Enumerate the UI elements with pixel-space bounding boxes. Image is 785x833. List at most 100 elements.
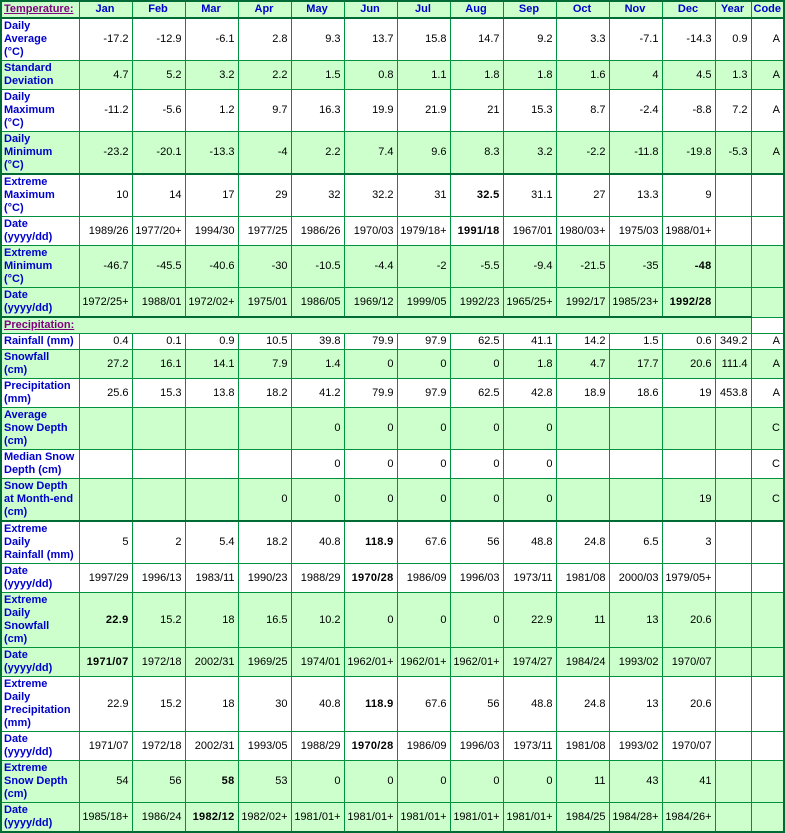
value-cell-dec: -14.3 (661, 17, 716, 61)
value-cell-dec: 1988/01+ (661, 216, 716, 246)
value-cell-aug: 0 (449, 760, 504, 803)
value-cell-jan (78, 407, 133, 450)
value-cell-code: C (750, 478, 785, 522)
value-cell-apr: 2.2 (237, 60, 292, 90)
value-cell-mar: 1.2 (184, 89, 239, 132)
value-cell-mar: 2002/31 (184, 731, 239, 761)
value-cell-may: 1974/01 (290, 647, 345, 677)
value-cell-jul: 31 (396, 173, 451, 217)
value-cell-jul: 21.9 (396, 89, 451, 132)
value-cell-apr: 30 (237, 676, 292, 732)
value-cell-dec: 1979/05+ (661, 563, 716, 593)
value-cell-oct: -21.5 (555, 245, 610, 288)
value-cell-may: 16.3 (290, 89, 345, 132)
value-cell-code (750, 520, 785, 564)
value-cell-sep: 22.9 (502, 592, 557, 648)
value-cell-code (750, 245, 785, 288)
value-cell-nov: 1975/03 (608, 216, 663, 246)
value-cell-apr (237, 449, 292, 479)
value-cell-may: 40.8 (290, 676, 345, 732)
value-cell-jun: 0 (343, 349, 398, 379)
value-cell-jul: 67.6 (396, 520, 451, 564)
value-cell-oct: 24.8 (555, 676, 610, 732)
value-cell-jun: 1981/01+ (343, 802, 398, 833)
value-cell-jan: 1997/29 (78, 563, 133, 593)
value-cell-year: 349.2 (714, 333, 752, 350)
row-label: Date (yyyy/dd) (0, 216, 80, 246)
value-cell-nov: 18.6 (608, 378, 663, 408)
value-cell-oct: 1981/08 (555, 563, 610, 593)
value-cell-year (714, 449, 752, 479)
value-cell-mar: -40.6 (184, 245, 239, 288)
value-cell-dec: 1970/07 (661, 731, 716, 761)
value-cell-jan (78, 449, 133, 479)
column-header-mar: Mar (184, 0, 239, 19)
table-row: Daily Maximum (°C) -11.2 -5.6 1.2 9.7 16.3 19.… (0, 89, 785, 132)
value-cell-aug: 1962/01+ (449, 647, 504, 677)
value-cell-mar: 5.4 (184, 520, 239, 564)
value-cell-feb: 1972/18 (131, 731, 186, 761)
value-cell-may: 0 (290, 760, 345, 803)
value-cell-year (714, 563, 752, 593)
value-cell-mar: 1983/11 (184, 563, 239, 593)
value-cell-year: 0.9 (714, 17, 752, 61)
value-cell-code (750, 647, 785, 677)
column-header-feb: Feb (131, 0, 186, 19)
value-cell-jan: 1971/07 (78, 647, 133, 677)
value-cell-mar: 1982/12 (184, 802, 239, 833)
value-cell-jul: -2 (396, 245, 451, 288)
value-cell-year (714, 520, 752, 564)
value-cell-aug: 0 (449, 478, 504, 522)
value-cell-oct (555, 449, 610, 479)
value-cell-mar: 1994/30 (184, 216, 239, 246)
table-row: Median Snow Depth (cm) 0 0 0 0 0 C (0, 449, 785, 479)
value-cell-mar: 3.2 (184, 60, 239, 90)
table-row: Standard Deviation 4.7 5.2 3.2 2.2 1.5 0.8 1.1 1… (0, 60, 785, 90)
value-cell-may: 1981/01+ (290, 802, 345, 833)
value-cell-year (714, 478, 752, 522)
table-row: Snowfall (cm) 27.2 16.1 14.1 7.9 1.4 0 0 0 1.8 4.7… (0, 349, 785, 379)
value-cell-dec: 41 (661, 760, 716, 803)
value-cell-apr: 29 (237, 173, 292, 217)
row-label: Extreme Snow Depth (cm) (0, 760, 80, 803)
value-cell-sep: 3.2 (502, 131, 557, 175)
value-cell-sep: 31.1 (502, 173, 557, 217)
value-cell-sep: 1974/27 (502, 647, 557, 677)
value-cell-apr: 1969/25 (237, 647, 292, 677)
table-row: Date (yyyy/dd) 1971/07 1972/18 2002/31 1969/… (0, 647, 785, 677)
table-row: Extreme Daily Snowfall (cm) 22.9 15.2 18 16.… (0, 592, 785, 648)
value-cell-year: 1.3 (714, 60, 752, 90)
value-cell-aug: 1.8 (449, 60, 504, 90)
temperature-section-link[interactable]: Temperature: (4, 3, 74, 15)
column-header-apr: Apr (237, 0, 292, 19)
value-cell-jul: 97.9 (396, 378, 451, 408)
row-label: Precipitation (mm) (0, 378, 80, 408)
value-cell-jul: 1986/09 (396, 731, 451, 761)
value-cell-code: A (750, 17, 785, 61)
value-cell-oct: 1984/25 (555, 802, 610, 833)
precipitation-section-link[interactable]: Precipitation: (4, 319, 75, 331)
value-cell-jan: -46.7 (78, 245, 133, 288)
value-cell-jun: 19.9 (343, 89, 398, 132)
value-cell-sep: 0 (502, 478, 557, 522)
value-cell-oct: 27 (555, 173, 610, 217)
value-cell-feb: 15.2 (131, 676, 186, 732)
value-cell-apr: 53 (237, 760, 292, 803)
value-cell-may: 0 (290, 478, 345, 522)
value-cell-apr: 1993/05 (237, 731, 292, 761)
table-row: Precipitation (mm) 25.6 15.3 13.8 18.2 41.2 79… (0, 378, 785, 408)
row-label: Median Snow Depth (cm) (0, 449, 80, 479)
value-cell-oct: 1992/17 (555, 287, 610, 318)
value-cell-sep: 9.2 (502, 17, 557, 61)
value-cell-jun: 1962/01+ (343, 647, 398, 677)
value-cell-sep: 42.8 (502, 378, 557, 408)
value-cell-aug: 62.5 (449, 333, 504, 350)
value-cell-apr: 18.2 (237, 520, 292, 564)
value-cell-feb: -20.1 (131, 131, 186, 175)
value-cell-aug: 32.5 (449, 173, 504, 217)
value-cell-jun: 0 (343, 478, 398, 522)
value-cell-nov: 1993/02 (608, 647, 663, 677)
value-cell-jun: 1970/28 (343, 731, 398, 761)
value-cell-code: A (750, 333, 785, 350)
value-cell-feb: 1972/18 (131, 647, 186, 677)
